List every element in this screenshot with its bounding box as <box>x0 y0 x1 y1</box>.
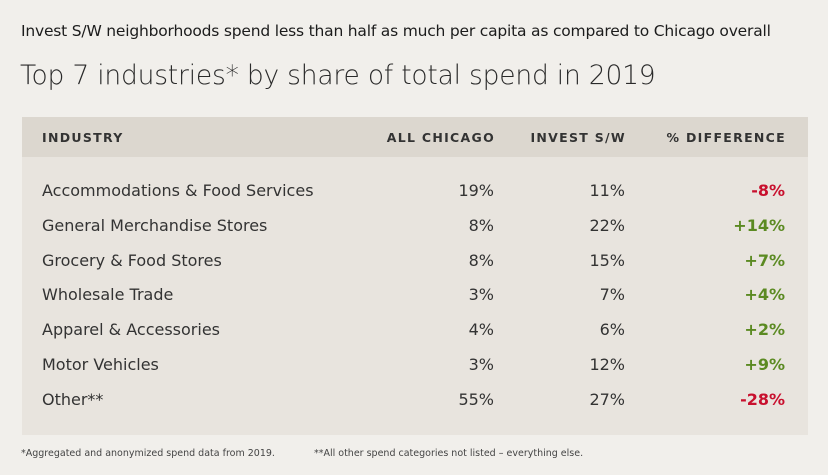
cell-all-chicago: 8% <box>468 215 494 235</box>
cell-pct-difference: +2% <box>744 320 785 340</box>
table-row: Grocery & Food Stores 8% 15% +7% <box>22 247 808 277</box>
header-all-chicago: ALL CHICAGO <box>386 130 495 145</box>
cell-all-chicago: 19% <box>458 181 494 200</box>
chart-title: Top 7 industries* by share of total spen… <box>20 60 656 91</box>
header-pct-difference: % DIFFERENCE <box>666 130 786 145</box>
cell-pct-difference: -8% <box>751 181 785 200</box>
cell-invest-sw: 6% <box>599 320 625 340</box>
table-row: Apparel & Accessories 4% 6% +2% <box>22 316 808 346</box>
cell-pct-difference: +7% <box>744 250 785 270</box>
table-header: INDUSTRY ALL CHICAGO INVEST S/W % DIFFER… <box>22 117 808 157</box>
cell-invest-sw: 11% <box>589 181 625 200</box>
cell-industry: Motor Vehicles <box>42 355 159 374</box>
table-row: General Merchandise Stores 8% 22% +14% <box>22 212 808 242</box>
cell-invest-sw: 27% <box>589 389 625 409</box>
cell-all-chicago: 3% <box>468 355 494 374</box>
cell-invest-sw: 12% <box>589 355 625 374</box>
cell-industry: Wholesale Trade <box>42 285 174 305</box>
cell-all-chicago: 3% <box>468 285 494 305</box>
table-row: Other** 55% 27% -28% <box>22 386 808 416</box>
header-invest-sw: INVEST S/W <box>530 130 626 145</box>
footnotes: *Aggregated and anonymized spend data fr… <box>21 448 583 459</box>
cell-industry: Apparel & Accessories <box>42 320 220 340</box>
cell-industry: Accommodations & Food Services <box>42 181 314 200</box>
cell-industry: Grocery & Food Stores <box>42 250 222 270</box>
industry-table: INDUSTRY ALL CHICAGO INVEST S/W % DIFFER… <box>22 117 808 435</box>
cell-invest-sw: 7% <box>599 285 625 305</box>
footnote-2: **All other spend categories not listed … <box>313 448 584 459</box>
headline: Invest S/W neighborhoods spend less than… <box>21 22 771 40</box>
cell-pct-difference: +14% <box>733 215 785 235</box>
cell-pct-difference: -28% <box>740 389 785 409</box>
table-row: Wholesale Trade 3% 7% +4% <box>22 281 808 311</box>
cell-all-chicago: 8% <box>468 250 494 270</box>
footnote-1: *Aggregated and anonymized spend data fr… <box>21 448 275 459</box>
cell-industry: General Merchandise Stores <box>42 215 268 235</box>
table-row: Accommodations & Food Services 19% 11% -8% <box>22 177 808 207</box>
table-row: Motor Vehicles 3% 12% +9% <box>22 351 808 381</box>
cell-invest-sw: 22% <box>589 215 625 235</box>
cell-pct-difference: +9% <box>744 355 785 374</box>
cell-all-chicago: 4% <box>468 320 494 340</box>
header-industry: INDUSTRY <box>42 130 124 145</box>
cell-pct-difference: +4% <box>744 285 785 305</box>
cell-industry: Other** <box>42 389 104 409</box>
cell-all-chicago: 55% <box>458 389 494 409</box>
cell-invest-sw: 15% <box>589 250 625 270</box>
